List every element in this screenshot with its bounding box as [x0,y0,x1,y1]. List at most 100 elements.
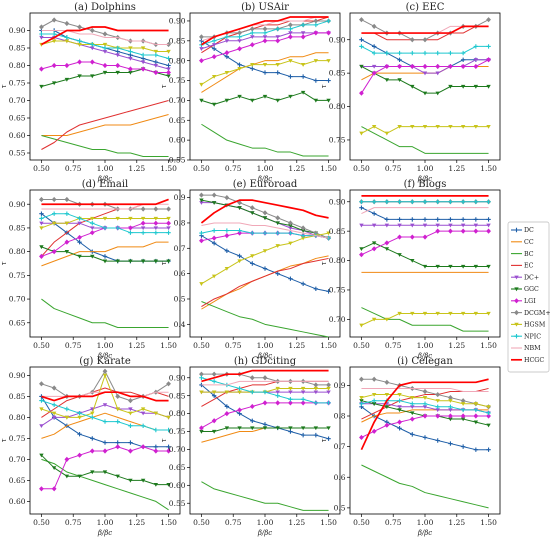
data-point [397,50,402,56]
data-point [409,63,415,70]
data-point [249,403,255,410]
legend: DC CC BC EC DC+ GGC LGI DCGM++ HGSM NPIC NBM HCGC [507,221,550,373]
plot-frame [189,366,341,515]
data-point [140,226,146,231]
data-point [64,196,70,203]
series-lgi [199,30,331,64]
data-point [422,124,428,129]
data-point [486,423,491,428]
data-point [224,248,230,254]
x-tick-label: 1.50 [160,518,177,527]
data-point [486,44,491,49]
data-point [237,39,242,44]
y-tick-label: 0.75 [169,76,186,85]
data-point [275,63,280,67]
series-cc [41,241,169,267]
y-tick-label: 0.65 [9,476,26,485]
series-ec [201,257,329,308]
data-point [39,424,44,428]
x-tick-label: 0.50 [193,341,210,350]
data-point [448,199,453,204]
data-point [102,440,108,445]
x-tick-label: 0.75 [65,341,82,350]
data-point [153,448,159,454]
legend-box [507,221,550,373]
data-point [422,264,428,269]
data-point [153,52,159,58]
series-nbm [361,387,489,392]
data-point [371,317,377,322]
series-dca [39,403,171,428]
data-point [460,444,466,449]
y-tick-label: 0.60 [9,497,26,506]
data-point [448,84,453,89]
data-point [250,66,255,71]
data-point [326,382,331,388]
data-point [313,78,319,83]
data-point [486,57,491,63]
data-point [359,44,364,49]
data-point [313,18,319,24]
data-point [313,390,319,395]
chart-panel-4: (d) Email 0.65 0.70 0.75 0.80 0.85 0.90 0.50 0.7… [0,179,181,360]
y-tick-label: 0.80 [9,247,26,256]
x-axis-label: β/βc [417,175,432,183]
data-point [199,425,204,431]
series-npic [39,211,171,235]
series-line [201,222,329,239]
data-point [448,399,453,403]
data-point [153,411,159,416]
data-point [90,226,95,231]
series-dc [359,404,491,452]
data-point [359,323,364,328]
panel-title: (c) EEC [406,2,445,13]
series-line [201,123,329,157]
series-dca [39,35,171,72]
data-point [384,131,390,136]
data-point [262,249,268,254]
data-point [102,42,108,47]
x-axis-label: β/βc [257,352,272,360]
data-point [275,215,281,221]
x-tick-label: 1.00 [257,518,274,527]
chart-panel-7: (g) Karate 0.60 0.65 0.70 0.75 0.80 0.85 0.90 0.… [0,356,181,537]
data-point [51,486,57,492]
data-point [166,220,171,226]
y-axis-label: τ [160,261,168,265]
data-point [153,259,159,264]
data-point [153,444,159,449]
data-point [384,379,390,385]
data-point [237,46,242,52]
data-point [250,98,255,103]
series-ggc [39,453,171,487]
data-point [313,432,319,438]
data-point [300,236,306,241]
data-point [237,206,242,210]
data-point [211,274,217,279]
y-tick-label: 0.8 [174,219,186,228]
series-line [201,52,329,93]
data-point [140,230,146,235]
data-point [460,199,466,204]
series-bc [201,481,329,511]
data-point [486,124,491,129]
legend-marker [514,322,519,327]
data-point [397,124,402,129]
series-hgsm [359,124,491,136]
chart-panel-2: (b) USAir 0.55 0.60 0.65 0.70 0.75 0.80 0.85 0.9… [160,2,341,183]
x-tick-label: 0.75 [225,518,242,527]
x-tick-label: 1.25 [288,164,305,173]
data-point [224,70,230,75]
data-point [166,63,171,68]
x-tick-label: 1.00 [97,518,114,527]
series-bc [361,464,489,509]
series-lgi [359,228,491,258]
data-point [77,452,82,458]
data-point [140,216,146,221]
data-point [313,386,319,391]
data-point [102,470,108,475]
data-point [102,62,108,69]
data-point [313,400,319,406]
data-point [51,411,57,416]
data-point [300,63,306,67]
